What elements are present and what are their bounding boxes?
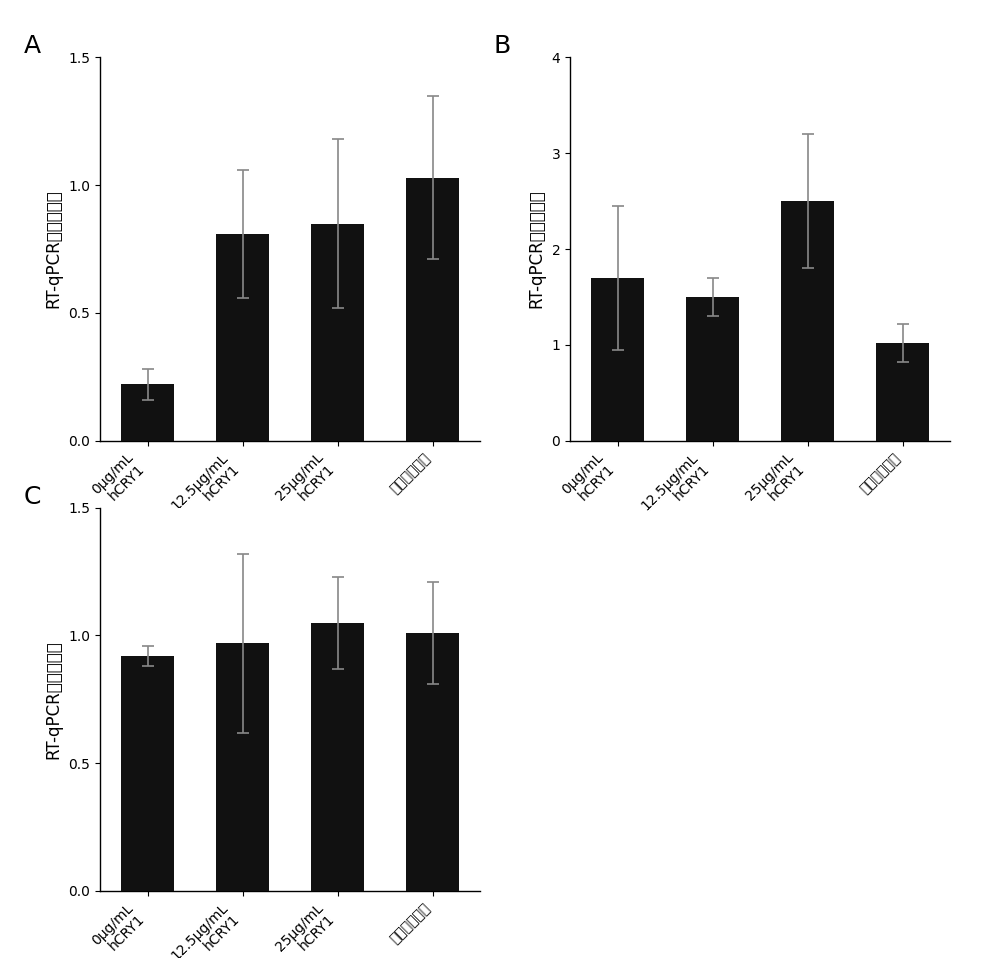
Y-axis label: RT-qPCR相对表达量: RT-qPCR相对表达量 bbox=[45, 640, 63, 759]
Bar bbox=[406, 177, 459, 441]
Bar bbox=[591, 278, 644, 441]
Bar bbox=[876, 343, 929, 441]
Bar bbox=[121, 384, 174, 441]
Bar bbox=[216, 643, 269, 891]
Y-axis label: RT-qPCR相对表达量: RT-qPCR相对表达量 bbox=[528, 190, 546, 308]
Bar bbox=[121, 656, 174, 891]
Text: A: A bbox=[24, 34, 41, 58]
Text: B: B bbox=[494, 34, 511, 58]
Text: C: C bbox=[24, 485, 41, 509]
Bar bbox=[406, 633, 459, 891]
Y-axis label: RT-qPCR相对表达量: RT-qPCR相对表达量 bbox=[45, 190, 63, 308]
Bar bbox=[686, 297, 739, 441]
Bar bbox=[311, 223, 364, 441]
Bar bbox=[311, 623, 364, 891]
Bar bbox=[781, 201, 834, 441]
Bar bbox=[216, 234, 269, 441]
